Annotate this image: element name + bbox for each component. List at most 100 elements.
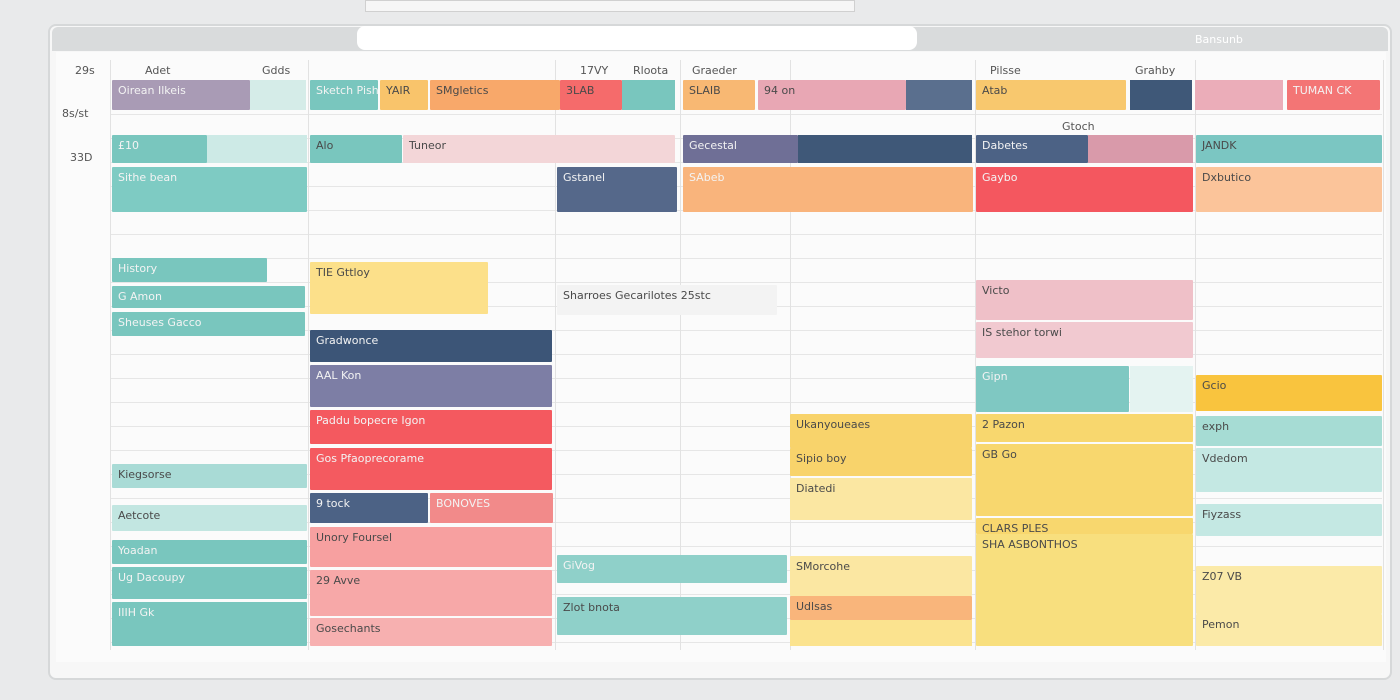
event-block[interactable]: TUMAN CK (1287, 80, 1380, 110)
column-line (308, 60, 309, 650)
event-block[interactable]: 9 tock (310, 493, 428, 523)
event-block[interactable]: Dabetes (976, 135, 1088, 163)
event-block[interactable]: Paddu bopecre Igon (310, 410, 552, 444)
day-label: Graeder (692, 64, 737, 77)
grid-line (110, 498, 1382, 499)
event-block[interactable]: SAbeb (683, 167, 973, 212)
event-block[interactable]: Pemon (1196, 614, 1382, 646)
event-block[interactable]: IIIH Gk (112, 602, 307, 646)
event-block[interactable]: SLAIB (683, 80, 755, 110)
block (798, 135, 972, 163)
event-block[interactable]: IS stehor torwi (976, 322, 1193, 358)
grid-line (110, 282, 1382, 283)
event-block[interactable]: Vdedom (1196, 448, 1382, 492)
column-line (110, 60, 111, 650)
event-block[interactable]: TIE Gttloy (310, 262, 488, 314)
time-label: 8s/st (62, 107, 89, 120)
day-label: Pilsse (990, 64, 1021, 77)
event-block[interactable]: 2 Pazon (976, 414, 1193, 442)
grid-line (110, 402, 1382, 403)
event-block[interactable]: G Amon (112, 286, 305, 308)
day-label: Gdds (262, 64, 291, 77)
event-block[interactable]: Ug Dacoupy (112, 567, 307, 599)
block (790, 620, 972, 646)
column-line (680, 60, 681, 650)
event-block[interactable]: BONOVES (430, 493, 553, 523)
event-block[interactable]: Z07 VB (1196, 566, 1382, 614)
event-block[interactable]: Sipio boy (790, 448, 972, 476)
event-block[interactable]: Gos Pfaoprecorame (310, 448, 552, 490)
grid-line (110, 474, 1382, 475)
event-block[interactable]: Sharroes Gecarilotes 25stc (557, 285, 777, 315)
day-label: Grahby (1135, 64, 1176, 77)
block (1195, 80, 1283, 110)
event-block[interactable]: Ukanyoueaes (790, 414, 972, 448)
block (1130, 366, 1193, 412)
event-block[interactable]: Oirean Ilkeis (112, 80, 250, 110)
grid-line (110, 378, 1382, 379)
event-block[interactable]: JANDK (1196, 135, 1382, 163)
column-line (1195, 60, 1196, 650)
event-block[interactable]: Atab (976, 80, 1126, 110)
event-block[interactable]: Victo (976, 280, 1193, 320)
grid-line (110, 594, 1382, 595)
event-block[interactable]: exph (1196, 416, 1382, 446)
event-block[interactable]: Gradwonce (310, 330, 552, 362)
event-block[interactable]: GiVog (557, 555, 787, 583)
top-shelf (365, 0, 855, 12)
grid-line (110, 546, 1382, 547)
event-block[interactable]: Sketch Pish (310, 80, 378, 110)
grid-line (110, 642, 1382, 643)
event-block[interactable]: Kiegsorse (112, 464, 307, 488)
column-line (790, 60, 791, 650)
event-block[interactable]: AAL Kon (310, 365, 552, 407)
column-line (555, 60, 556, 650)
event-block[interactable]: 29 Avve (310, 570, 552, 616)
event-block[interactable]: Unory Foursel (310, 527, 552, 567)
event-block[interactable]: £10 (112, 135, 207, 163)
block (906, 80, 972, 110)
event-block[interactable]: Gstanel (557, 167, 677, 212)
note-label: Gtoch (1062, 120, 1095, 133)
block (1088, 135, 1193, 163)
grid-line (110, 426, 1382, 427)
event-block[interactable]: SMgletics (430, 80, 560, 110)
event-block[interactable]: CLARS PLES (976, 518, 1193, 534)
event-block[interactable]: Fiyzass (1196, 504, 1382, 536)
event-block[interactable]: Yoadan (112, 540, 307, 564)
event-block[interactable]: Tuneor (403, 135, 675, 163)
grid-line (110, 354, 1382, 355)
event-block[interactable]: SMorcohe (790, 556, 972, 596)
event-block[interactable]: Dxbutico (1196, 167, 1382, 212)
grid-line (110, 114, 1382, 115)
event-block[interactable]: SHA ASBONTHOS (976, 534, 1193, 646)
event-block[interactable]: Diatedi (790, 478, 972, 520)
event-block[interactable]: Udlsas (790, 596, 972, 620)
event-block[interactable]: Gecestal (683, 135, 798, 163)
event-block[interactable]: Alo (310, 135, 402, 163)
grid-line (110, 522, 1382, 523)
event-block[interactable]: Gipn (976, 366, 1129, 412)
event-block[interactable]: Aetcote (112, 505, 307, 531)
event-block[interactable]: Gcio (1196, 375, 1382, 411)
event-block[interactable]: Gosechants (310, 618, 552, 646)
grid-line (110, 258, 1382, 259)
app-name: Bansunb (1195, 33, 1243, 46)
block (250, 80, 306, 110)
block (622, 80, 675, 110)
column-line (1383, 60, 1384, 650)
tab[interactable] (357, 26, 917, 50)
event-block[interactable]: GB Go (976, 444, 1193, 516)
event-block[interactable]: YAIR (380, 80, 428, 110)
event-block[interactable]: Zlot bnota (557, 597, 787, 635)
event-block[interactable]: Gaybo (976, 167, 1193, 212)
event-block[interactable]: 3LAB (560, 80, 622, 110)
day-label: Adet (145, 64, 171, 77)
day-label: 29s (75, 64, 95, 77)
event-block[interactable]: Sheuses Gacco (112, 312, 305, 336)
event-block[interactable]: History (112, 258, 267, 282)
event-block[interactable]: Sithe bean (112, 167, 307, 212)
event-block[interactable]: 94 on (758, 80, 906, 110)
column-line (975, 60, 976, 650)
grid-line (110, 330, 1382, 331)
